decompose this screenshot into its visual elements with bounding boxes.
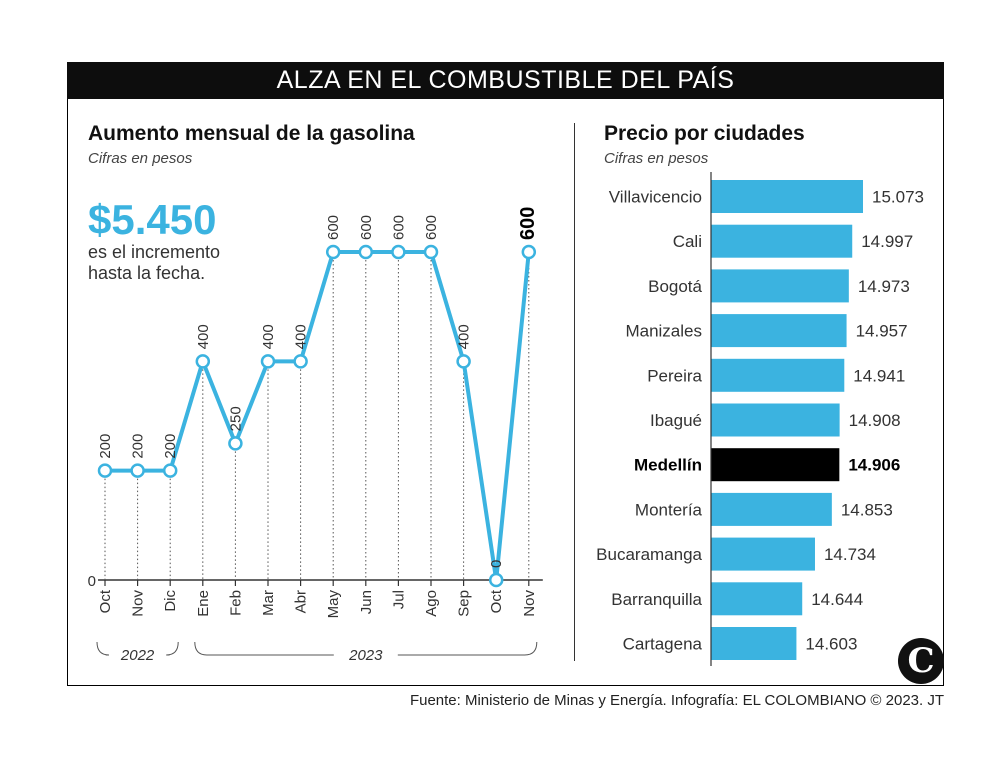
category-label: Montería (635, 500, 703, 519)
x-tick-label: Nov (130, 590, 147, 617)
x-tick-label: Sep (456, 590, 473, 617)
category-label: Pereira (647, 366, 702, 385)
category-label: Medellín (634, 456, 702, 475)
year-bracket (397, 641, 538, 656)
el-colombiano-logo: C (898, 638, 944, 684)
data-point (423, 244, 439, 260)
bar (711, 314, 847, 348)
x-tick-label: Oct (97, 589, 114, 613)
bar-chart-title: Precio por ciudades (604, 122, 805, 145)
bar (711, 358, 845, 392)
data-label: 400 (293, 324, 310, 349)
data-point (293, 354, 308, 369)
infographic-title: ALZA EN EL COMBUSTIBLE DEL PAÍS (67, 62, 944, 99)
x-tick-label: Feb (227, 590, 244, 616)
x-tick-label: Nov (521, 590, 538, 617)
bar (711, 180, 863, 213)
x-tick-label: May (325, 590, 342, 619)
bar (711, 224, 853, 258)
bar (711, 403, 840, 437)
data-point (358, 244, 374, 260)
value-label: 14.734 (824, 545, 876, 564)
source-footer: Fuente: Ministerio de Minas y Energía. I… (409, 692, 944, 709)
value-label: 14.853 (841, 500, 893, 519)
year-label: 2023 (348, 647, 383, 664)
line-chart-title: Aumento mensual de la gasolina (88, 122, 415, 145)
value-label: 14.644 (811, 590, 863, 609)
data-label: 600 (517, 207, 539, 240)
value-label: 14.906 (848, 456, 900, 475)
data-point (130, 463, 145, 478)
data-point (260, 354, 276, 369)
data-label: 200 (97, 434, 114, 459)
data-point (195, 354, 211, 369)
line-chart-subtitle: Cifras en pesos (88, 150, 193, 167)
data-label: 600 (390, 215, 407, 240)
category-label: Bogotá (648, 277, 702, 296)
bar (711, 582, 803, 616)
x-tick-label: Dic (162, 590, 179, 612)
bar (711, 627, 797, 660)
category-label: Cali (673, 232, 702, 251)
bar (711, 448, 840, 482)
data-label: 250 (227, 406, 244, 431)
data-label: 400 (456, 324, 473, 349)
year-bracket (96, 641, 110, 656)
x-tick-label: Mar (260, 590, 277, 616)
x-tick-label: Ago (423, 590, 440, 617)
data-label: 600 (325, 215, 342, 240)
data-label: 400 (195, 324, 212, 349)
value-label: 14.603 (805, 635, 857, 654)
value-label: 14.997 (861, 232, 913, 251)
x-tick-label: Abr (293, 590, 310, 613)
bar (711, 537, 815, 571)
total-increase-value: $5.450 (88, 196, 217, 243)
data-label: 0 (488, 560, 505, 568)
category-label: Bucaramanga (596, 545, 702, 564)
value-label: 14.957 (856, 322, 908, 341)
data-point (162, 463, 178, 478)
x-tick-label: Oct (488, 589, 505, 613)
data-label: 600 (358, 215, 375, 240)
year-bracket (166, 641, 179, 656)
data-point (488, 572, 504, 588)
category-label: Barranquilla (611, 590, 702, 609)
total-increase-caption: es el incremento hasta la fecha. (88, 242, 221, 283)
y-tick-label: 0 (88, 573, 96, 590)
panel-divider (574, 123, 575, 661)
data-label: 400 (260, 324, 277, 349)
series-line (105, 250, 531, 582)
data-point (97, 463, 113, 478)
x-tick-label: Jun (358, 590, 375, 614)
year-label: 2022 (120, 647, 155, 664)
data-point (521, 244, 537, 260)
bar-chart-subtitle: Cifras en pesos (604, 150, 709, 167)
year-bracket (194, 641, 334, 656)
bar (711, 492, 832, 526)
bar (711, 269, 849, 303)
value-label: 14.941 (853, 366, 905, 385)
value-label: 15.073 (872, 188, 924, 207)
value-label: 14.908 (849, 411, 901, 430)
x-tick-label: Ene (195, 590, 212, 617)
data-point (391, 244, 406, 260)
value-label: 14.973 (858, 277, 910, 296)
category-label: Ibagué (650, 411, 702, 430)
data-point (228, 436, 243, 451)
category-label: Cartagena (623, 635, 703, 654)
x-tick-label: Jul (390, 590, 407, 609)
category-label: Manizales (625, 322, 702, 341)
data-label: 600 (423, 215, 440, 240)
data-label: 200 (162, 434, 179, 459)
data-label: 200 (130, 434, 147, 459)
data-point (325, 244, 341, 260)
data-point (456, 354, 471, 369)
city-price-bar-chart: Villavicencio 15.073 Cali 14.997 Bogotá 14.97… (596, 172, 924, 666)
category-label: Villavicencio (609, 188, 702, 207)
